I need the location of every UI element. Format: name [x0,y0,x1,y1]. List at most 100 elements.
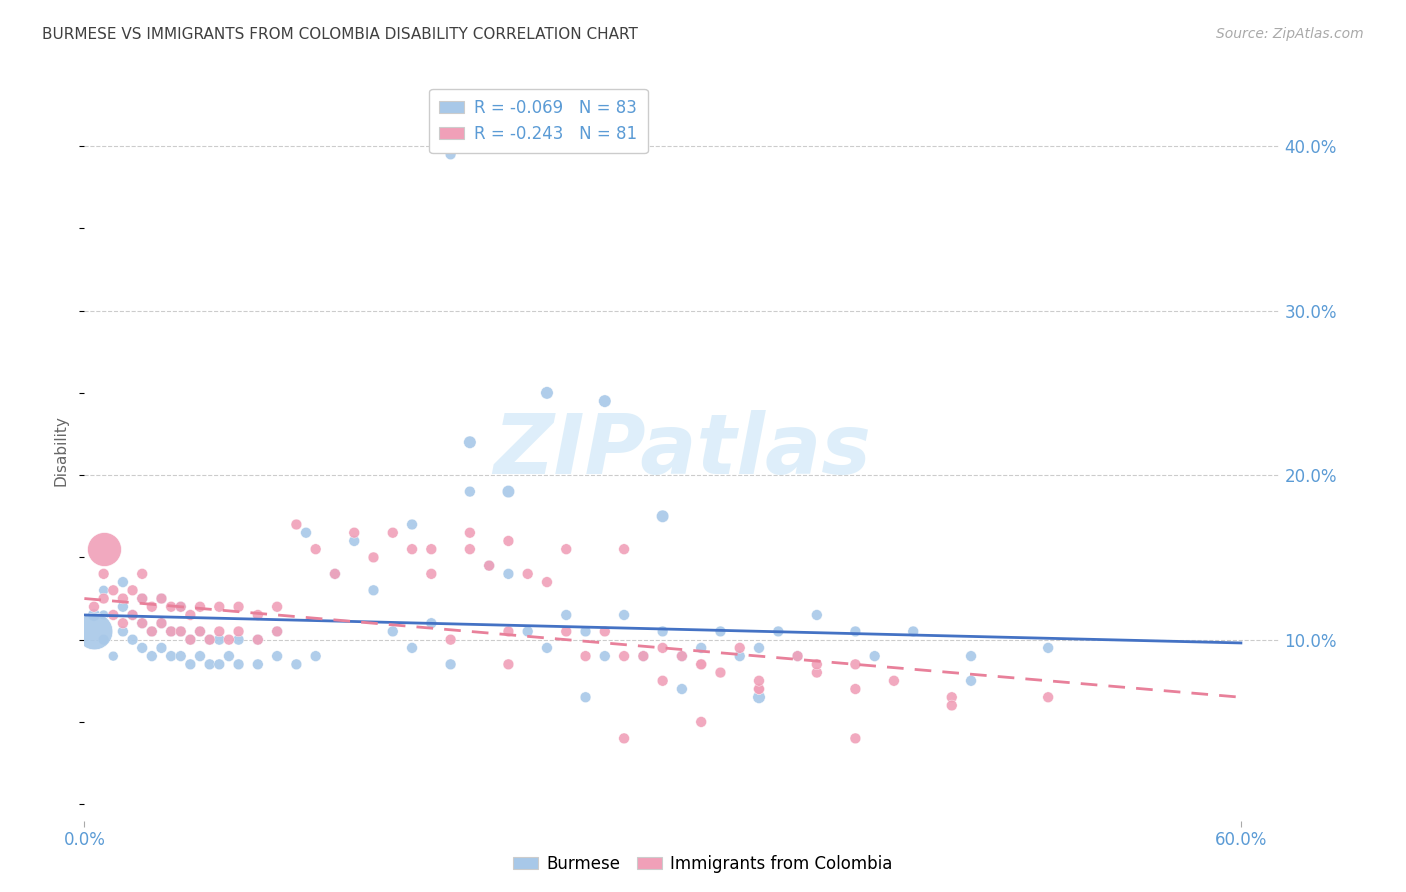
Point [208,599,231,614]
Point [111,624,134,639]
Point [323,566,346,581]
Point [651,640,673,655]
Point [170,624,193,639]
Point [651,673,673,688]
Point [363,550,385,565]
Point [305,649,328,664]
Point [179,607,201,622]
Point [188,599,211,614]
Point [218,632,240,647]
Point [246,632,269,647]
Point [728,640,751,655]
Point [806,665,828,680]
Point [941,698,963,713]
Point [131,566,153,581]
Point [671,649,693,664]
Text: ZIPatlas: ZIPatlas [494,410,870,491]
Point [103,607,125,622]
Point [111,591,134,606]
Point [555,607,578,622]
Point [305,542,328,557]
Point [420,616,443,631]
Point [266,599,288,614]
Point [613,649,636,664]
Point [141,599,163,614]
Point [633,649,655,664]
Point [131,640,153,655]
Point [498,533,520,548]
Point [103,583,125,598]
Point [160,624,183,639]
Point [420,542,443,557]
Point [150,591,173,606]
Point [671,681,693,696]
Point [141,624,163,639]
Point [150,616,173,631]
Point [844,624,866,639]
Point [748,673,770,688]
Point [728,649,751,664]
Point [536,575,558,590]
Point [121,607,143,622]
Point [613,542,636,557]
Point [150,616,173,631]
Point [536,385,558,400]
Point [83,624,105,639]
Point [170,624,193,639]
Point [93,607,115,622]
Point [266,624,288,639]
Point [498,657,520,672]
Point [93,583,115,598]
Point [111,575,134,590]
Point [160,599,183,614]
Point [131,591,153,606]
Point [141,649,163,664]
Point [208,624,231,639]
Point [806,607,828,622]
Y-axis label: Disability: Disability [53,415,69,486]
Point [633,649,655,664]
Point [863,649,886,664]
Point [111,599,134,614]
Point [93,566,115,581]
Point [188,624,211,639]
Point [401,517,423,532]
Point [768,624,790,639]
Point [439,632,461,647]
Point [170,649,193,664]
Point [478,558,501,573]
Point [343,525,366,540]
Point [516,566,538,581]
Point [748,690,770,705]
Point [381,624,404,639]
Point [150,640,173,655]
Point [198,632,221,647]
Point [93,542,115,557]
Point [786,649,808,664]
Point [188,624,211,639]
Point [574,690,596,705]
Point [179,632,201,647]
Point [188,649,211,664]
Point [690,714,713,729]
Point [93,591,115,606]
Point [748,681,770,696]
Point [170,599,193,614]
Point [690,657,713,672]
Point [516,624,538,639]
Point [121,583,143,598]
Point [170,599,193,614]
Point [285,657,308,672]
Point [844,681,866,696]
Point [903,624,925,639]
Point [246,607,269,622]
Point [593,649,616,664]
Point [131,591,153,606]
Point [748,681,770,696]
Point [1036,690,1059,705]
Point [228,657,250,672]
Point [458,435,481,450]
Point [83,607,105,622]
Point [208,632,231,647]
Point [671,649,693,664]
